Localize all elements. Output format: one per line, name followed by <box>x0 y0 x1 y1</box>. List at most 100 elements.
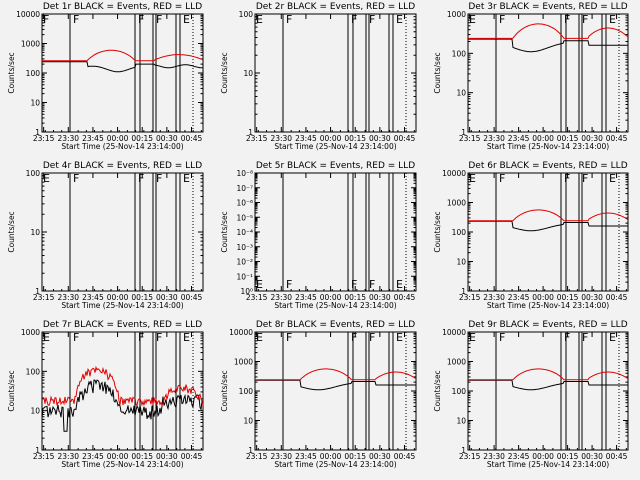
x-tick-label: 00:15 <box>131 134 153 143</box>
event-marker: E <box>609 13 616 26</box>
x-tick-label: 00:30 <box>369 452 391 461</box>
y-axis-label: Counts/sec <box>7 370 16 411</box>
x-tick-label: 00:45 <box>181 293 203 302</box>
y-tick-label: 10 <box>30 228 40 237</box>
x-tick-label: 00:30 <box>581 452 603 461</box>
event-marker: F <box>369 331 375 344</box>
x-tick-label: 23:30 <box>483 452 505 461</box>
y-tick-label: 1000 <box>447 10 466 19</box>
x-axis-label: Start Time (25-Nov-14 23:14:00) <box>61 460 183 469</box>
y-tick-label: 10 <box>456 89 466 98</box>
event-marker: E <box>183 172 190 185</box>
y-tick-label: 1000 <box>21 40 40 49</box>
chart-title: Det 3r BLACK = Events, RED = LLD <box>468 2 627 12</box>
x-tick-label: 00:15 <box>344 293 366 302</box>
x-tick-label: 00:45 <box>606 134 628 143</box>
x-tick-label: 23:15 <box>33 293 55 302</box>
lld-series-line <box>42 49 204 62</box>
event-marker: F <box>582 331 588 344</box>
y-tick-label: 100 <box>452 49 467 58</box>
events-series-line <box>255 379 416 391</box>
event-marker: E <box>469 172 476 185</box>
x-tick-label: 00:30 <box>156 452 178 461</box>
lld-series-line <box>468 23 629 39</box>
chart-panel-2: Det 2r BLACK = Events, RED = LLD 1 10 100 Co… <box>220 2 417 151</box>
y-tick-label: 1 <box>248 446 253 455</box>
y-tick-label: 1000 <box>21 328 40 337</box>
event-marker: F <box>369 13 375 26</box>
y-tick-label: 100 <box>239 387 254 396</box>
x-tick-label: 23:45 <box>508 293 530 302</box>
x-tick-label: 23:30 <box>270 134 292 143</box>
x-tick-label: 00:00 <box>532 134 554 143</box>
event-marker: E <box>256 278 263 291</box>
y-tick-label: 10⁻⁸ <box>236 169 253 178</box>
y-tick-label: 10 <box>243 69 253 78</box>
chart-panel-8: Det 8r BLACK = Events, RED = LLD 1 10 100 10… <box>220 320 417 469</box>
event-marker: F <box>138 13 144 26</box>
event-marker: E <box>256 13 263 26</box>
y-tick-label: 10⁻¹ <box>236 272 253 281</box>
x-tick-label: 00:30 <box>369 134 391 143</box>
event-marker: F <box>73 331 79 344</box>
event-marker: F <box>499 13 505 26</box>
x-tick-label: 23:30 <box>270 293 292 302</box>
event-marker: E <box>183 331 190 344</box>
lld-series-line <box>468 209 629 222</box>
x-tick-label: 23:15 <box>246 293 268 302</box>
x-tick-label: 00:15 <box>344 134 366 143</box>
chart-panel-4: Det 4r BLACK = Events, RED = LLD 1 10 100 Co… <box>7 161 204 310</box>
y-tick-label: 100 <box>452 387 467 396</box>
event-marker: F <box>564 13 570 26</box>
plot-frame <box>254 172 417 292</box>
y-tick-label: 100 <box>452 228 467 237</box>
x-tick-label: 23:45 <box>508 134 530 143</box>
event-marker: F <box>73 172 79 185</box>
event-marker: F <box>156 13 162 26</box>
plot-frame <box>41 13 204 133</box>
event-marker: F <box>564 172 570 185</box>
x-tick-label: 00:00 <box>107 293 129 302</box>
y-axis-label: Counts/sec <box>433 211 442 252</box>
chart-title: Det 7r BLACK = Events, RED = LLD <box>43 320 202 330</box>
event-marker: F <box>43 13 49 26</box>
y-tick-label: 10 <box>456 258 466 267</box>
event-marker: F <box>351 331 357 344</box>
y-tick-label: 1 <box>35 128 40 137</box>
events-series-line <box>42 61 203 73</box>
x-axis-label: Start Time (25-Nov-14 23:14:00) <box>274 142 396 151</box>
x-tick-label: 23:45 <box>295 452 317 461</box>
y-axis-label: Counts/sec <box>433 52 442 93</box>
chart-panel-7: Det 7r BLACK = Events, RED = LLD 1 10 100 10… <box>7 320 204 469</box>
y-tick-label: 100 <box>26 169 41 178</box>
x-tick-label: 23:45 <box>295 134 317 143</box>
chart-title: Det 1r BLACK = Events, RED = LLD <box>43 2 202 12</box>
y-tick-label: 1 <box>35 446 40 455</box>
y-tick-label: 1 <box>461 287 466 296</box>
y-tick-label: 10 <box>456 417 466 426</box>
x-tick-label: 23:15 <box>33 452 55 461</box>
event-marker: E <box>43 172 50 185</box>
x-tick-label: 00:00 <box>107 452 129 461</box>
lld-series-line <box>41 365 204 407</box>
x-tick-label: 00:00 <box>320 134 342 143</box>
event-marker: E <box>469 13 476 26</box>
y-tick-label: 10⁰ <box>240 287 253 296</box>
chart-title: Det 2r BLACK = Events, RED = LLD <box>256 2 415 12</box>
plot-frame <box>467 331 629 451</box>
x-tick-label: 00:30 <box>581 134 603 143</box>
x-tick-label: 00:00 <box>532 293 554 302</box>
y-tick-label: 1000 <box>234 358 253 367</box>
x-tick-label: 23:15 <box>459 293 481 302</box>
events-series-line <box>468 38 628 53</box>
event-marker: F <box>564 331 570 344</box>
x-tick-label: 00:45 <box>394 134 416 143</box>
x-tick-label: 23:45 <box>508 452 530 461</box>
x-tick-label: 00:45 <box>394 452 416 461</box>
x-tick-label: 00:15 <box>557 452 579 461</box>
y-tick-label: 10⁻⁴ <box>236 228 253 237</box>
y-tick-label: 10⁻⁶ <box>236 199 253 208</box>
x-tick-label: 23:30 <box>57 134 79 143</box>
x-axis-label: Start Time (25-Nov-14 23:14:00) <box>61 301 183 310</box>
event-marker: E <box>609 331 616 344</box>
